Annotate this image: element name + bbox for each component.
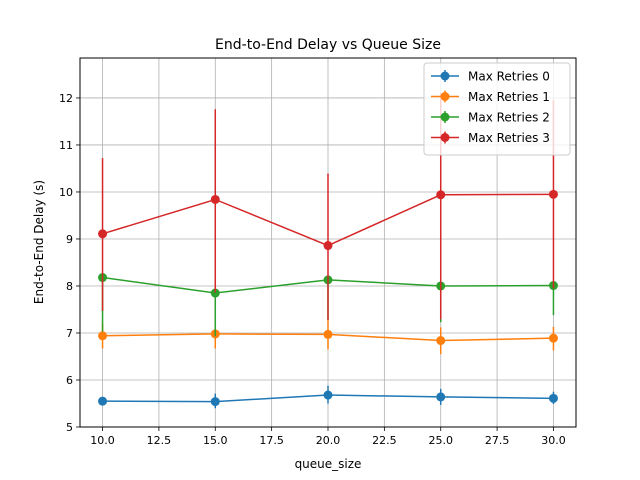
x-tick-label: 12.5 — [147, 434, 172, 447]
data-point — [98, 396, 108, 406]
data-point — [98, 331, 108, 341]
series-0 — [98, 385, 558, 409]
x-tick-label: 10.0 — [90, 434, 115, 447]
series-layer — [98, 93, 558, 409]
data-point — [323, 390, 333, 400]
y-tick-label: 12 — [59, 92, 73, 105]
data-point — [548, 393, 558, 403]
y-tick-label: 8 — [66, 280, 73, 293]
data-point — [98, 229, 108, 239]
data-point — [323, 241, 333, 251]
legend-swatch-marker — [440, 71, 450, 81]
x-tick-label: 17.5 — [259, 434, 284, 447]
x-tick-label: 27.5 — [485, 434, 510, 447]
legend-swatch-marker — [440, 112, 450, 122]
data-point — [436, 336, 446, 346]
y-tick-label: 11 — [59, 139, 73, 152]
y-tick-label: 10 — [59, 186, 73, 199]
ticks-layer: 10.0 12.5 15.0 17.5 20.0 22.5 25.0 27.5 30.0 5 6 7 8… — [59, 92, 566, 447]
data-point — [210, 397, 220, 407]
x-tick-label: 20.0 — [316, 434, 341, 447]
x-tick-label: 15.0 — [203, 434, 228, 447]
legend: Max Retries 0 Max Retries 1 Max Retries 2 M… — [423, 62, 571, 156]
data-point — [548, 333, 558, 343]
legend-swatch-marker — [440, 133, 450, 142]
series-3 — [98, 93, 558, 321]
legend-label: Max Retries 0 — [468, 70, 550, 84]
y-axis-label: End-to-End Delay (s) — [32, 180, 46, 304]
legend-swatch-marker — [440, 92, 450, 101]
data-point — [210, 194, 220, 204]
y-tick-label: 7 — [66, 327, 73, 340]
y-tick-label: 5 — [66, 421, 73, 434]
data-point — [323, 329, 333, 339]
data-point — [436, 392, 446, 402]
x-axis-label: queue_size — [295, 457, 362, 471]
data-point — [210, 288, 220, 298]
chart-title: End-to-End Delay vs Queue Size — [215, 37, 441, 53]
data-point — [548, 189, 558, 199]
x-tick-label: 30.0 — [541, 434, 566, 447]
x-tick-label: 25.0 — [428, 434, 453, 447]
data-point — [436, 190, 446, 200]
legend-label: Max Retries 3 — [468, 131, 550, 145]
x-tick-label: 22.5 — [372, 434, 397, 447]
series-1 — [98, 320, 558, 355]
legend-label: Max Retries 2 — [468, 111, 550, 125]
legend-box — [423, 62, 571, 156]
y-tick-label: 6 — [66, 374, 73, 387]
legend-label: Max Retries 1 — [468, 90, 550, 104]
y-tick-label: 9 — [66, 233, 73, 246]
